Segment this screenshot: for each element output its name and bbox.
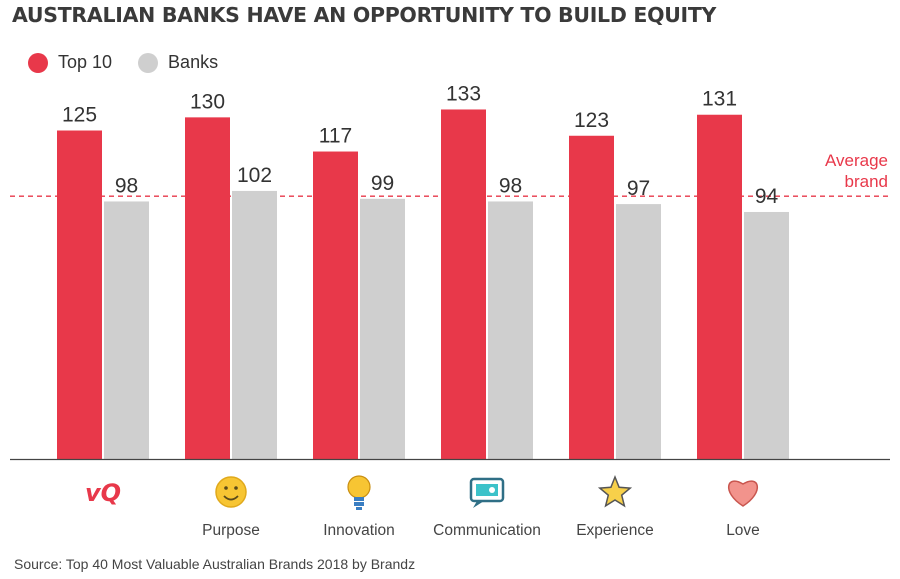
data-label-top10-communication: 133: [446, 82, 481, 105]
star-icon: [597, 474, 633, 508]
bar-top10-innovation: [313, 151, 358, 460]
data-label-banks-innovation: 99: [371, 172, 394, 195]
legend-swatch-top10: [28, 52, 48, 73]
data-label-top10-innovation: 117: [319, 125, 352, 148]
data-label-banks-communication: 98: [499, 174, 522, 197]
bar-banks-communication: [488, 201, 533, 459]
bar-top10-communication: [441, 109, 486, 459]
heart-icon: [728, 480, 758, 507]
data-label-top10-love: 131: [702, 88, 737, 111]
source-note: Source: Top 40 Most Valuable Australian …: [14, 556, 416, 572]
bar-top10-experience: [569, 135, 614, 460]
category-label-experience: Experience: [576, 522, 654, 539]
average-brand-label-line2: brand: [845, 172, 888, 191]
data-label-top10-vq: 125: [62, 104, 97, 127]
chart-title: AUSTRALIAN BANKS HAVE AN OPPORTUNITY TO …: [12, 3, 717, 27]
lightbulb-icon: [347, 475, 371, 510]
bar-banks-innovation: [360, 198, 405, 459]
chat-bubble-icon: [469, 477, 505, 508]
category-label-innovation: Innovation: [323, 522, 395, 539]
category-label-love: Love: [726, 522, 760, 539]
legend-label-banks: Banks: [168, 52, 219, 72]
average-brand-label-line1: Average: [825, 151, 888, 170]
legend: Top 10 Banks: [28, 52, 244, 73]
legend-swatch-banks: [138, 52, 159, 73]
data-label-banks-purpose: 102: [237, 164, 272, 187]
bar-banks-experience: [616, 204, 661, 459]
bar-banks-love: [744, 211, 789, 459]
legend-item-banks: Banks: [138, 52, 218, 73]
category-label-vq: vQ: [85, 479, 121, 507]
data-label-top10-purpose: 130: [190, 90, 225, 113]
bar-top10-love: [697, 114, 742, 460]
category-label-communication: Communication: [433, 522, 541, 539]
category-label-purpose: Purpose: [202, 522, 260, 539]
bar-banks-vq: [104, 201, 149, 459]
bar-top10-vq: [57, 130, 102, 459]
legend-item-top10: Top 10: [28, 52, 112, 73]
bar-banks-purpose: [232, 190, 277, 459]
data-label-banks-vq: 98: [115, 174, 138, 197]
bar-top10-purpose: [185, 117, 230, 460]
data-label-top10-experience: 123: [574, 109, 609, 132]
data-label-banks-love: 94: [755, 185, 779, 208]
data-label-banks-experience: 97: [627, 177, 650, 200]
legend-label-top10: Top 10: [58, 52, 113, 72]
smiley-icon: [215, 476, 247, 508]
